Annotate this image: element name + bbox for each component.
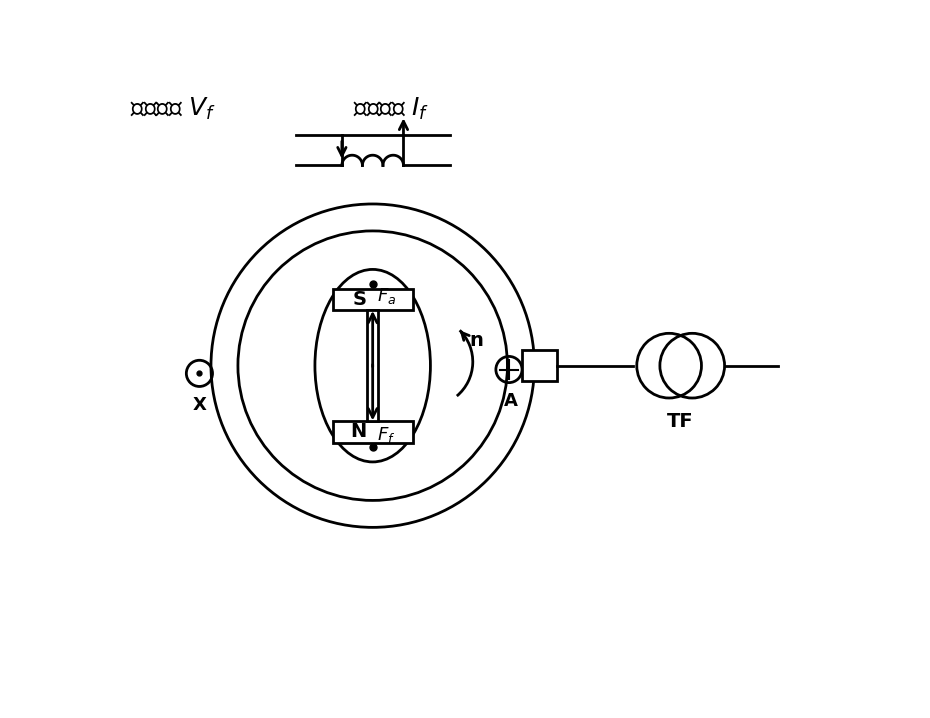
Text: 励磁电流 $I_f$: 励磁电流 $I_f$ [353,96,430,122]
Text: A: A [503,392,517,410]
Text: X: X [193,396,206,414]
Text: n: n [470,331,484,350]
FancyBboxPatch shape [522,350,557,381]
Text: 励磁电压 $V_f$: 励磁电压 $V_f$ [130,96,216,122]
FancyBboxPatch shape [367,310,379,421]
FancyBboxPatch shape [333,289,413,310]
Text: N: N [351,422,366,442]
Text: TF: TF [668,412,694,431]
Text: $F_a$: $F_a$ [377,286,396,307]
Text: S: S [352,290,366,309]
Text: $F_f$: $F_f$ [377,425,395,445]
FancyBboxPatch shape [333,421,413,443]
